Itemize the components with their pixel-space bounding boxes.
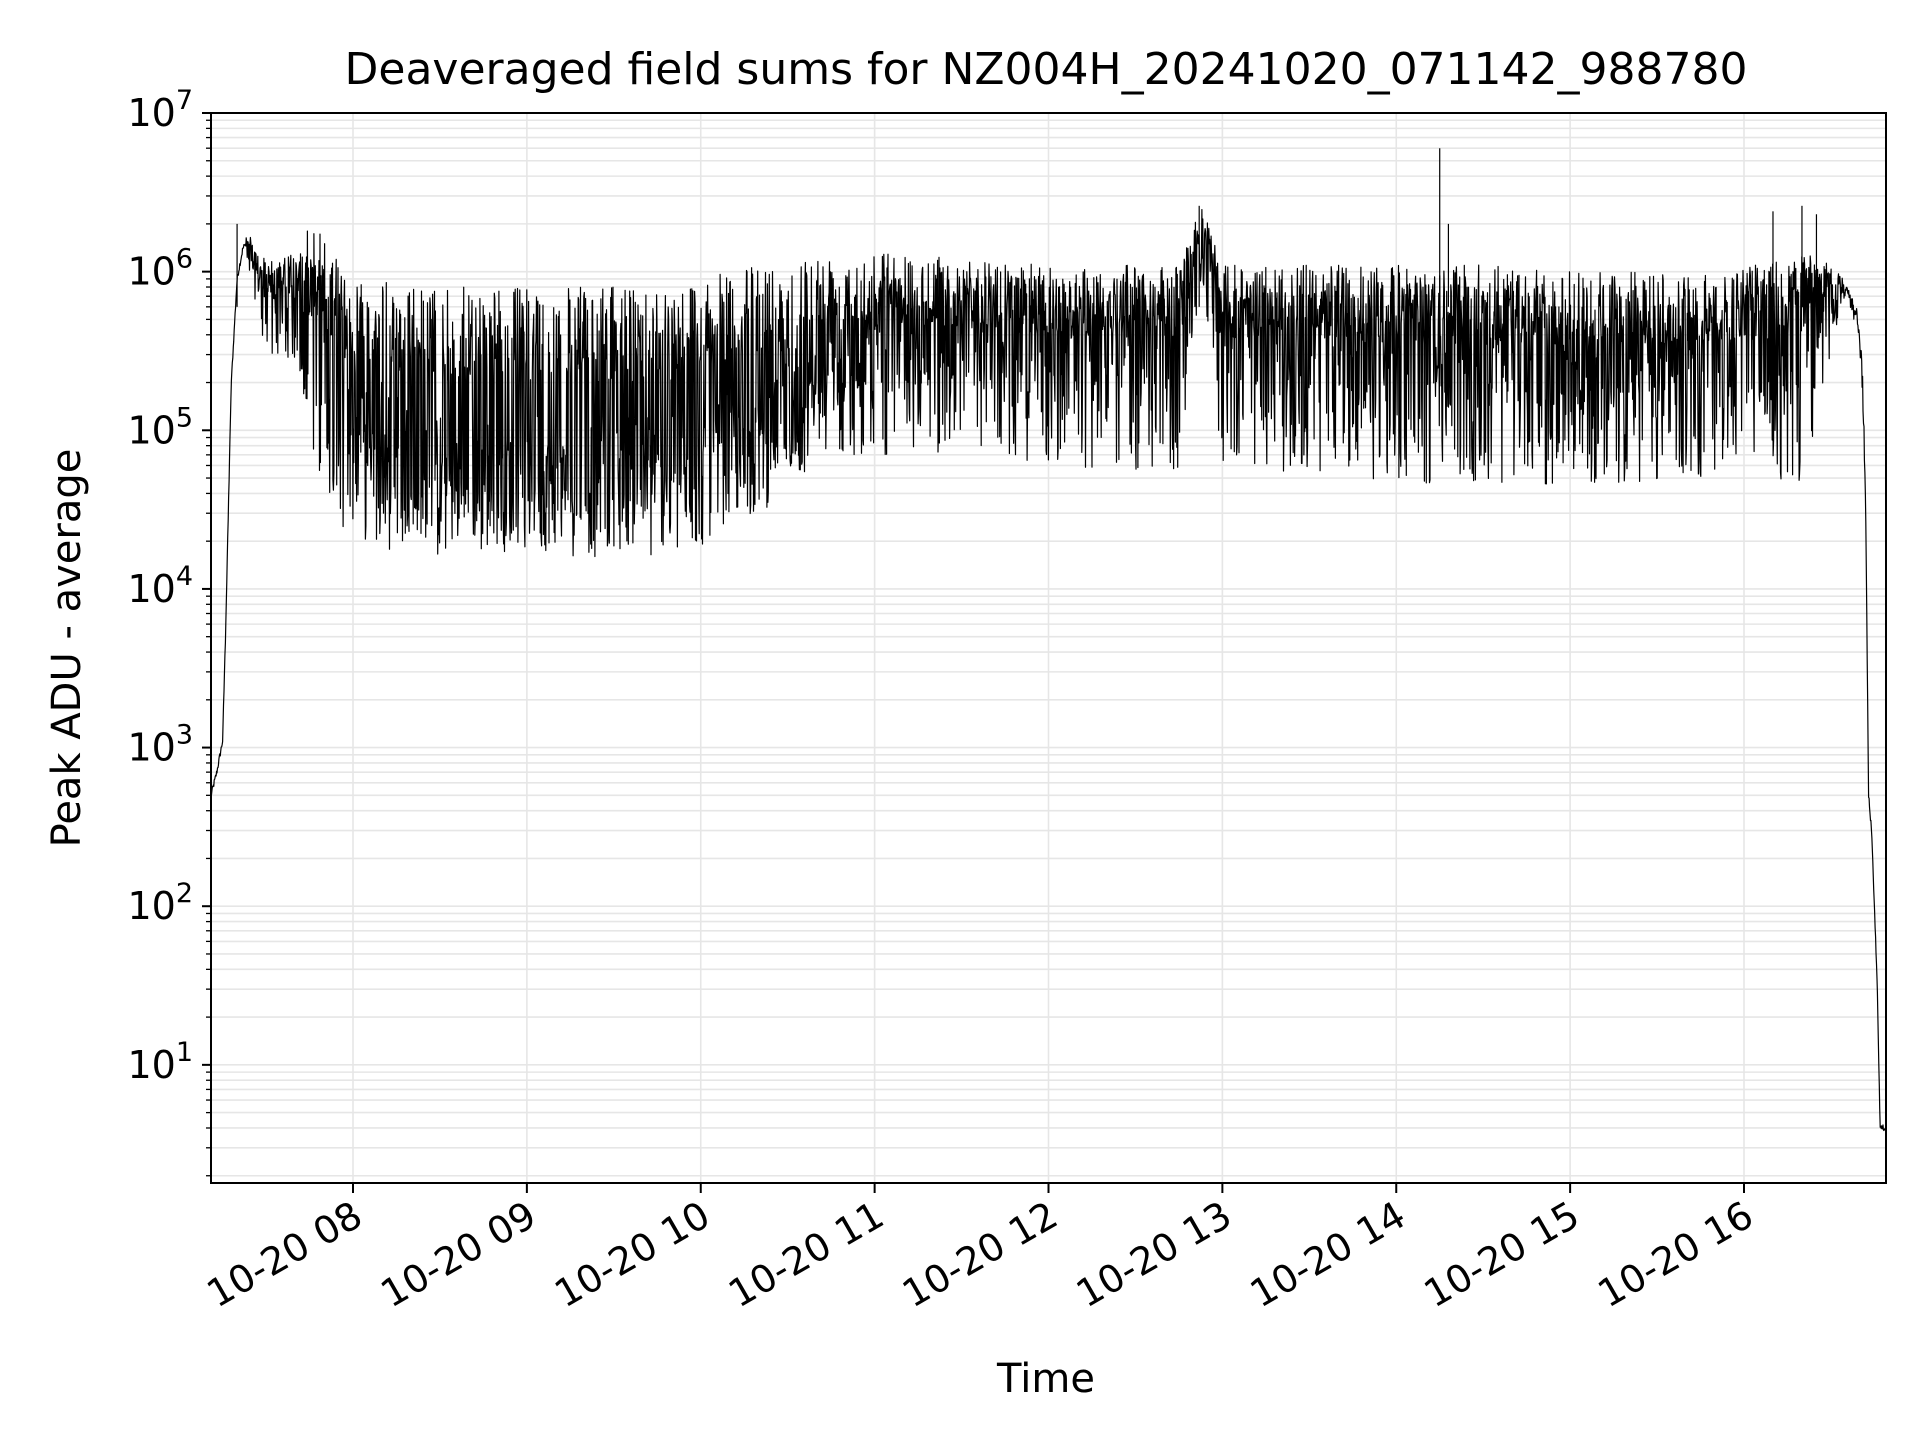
series-layer [210,148,1886,1132]
x-tick-label: 10-20 12 [895,1193,1065,1317]
y-tick-label: 104 [127,561,193,611]
y-tick-label: 102 [127,878,193,928]
chart-title: Deaveraged field sums for NZ004H_2024102… [345,44,1748,95]
x-tick-label: 10-20 15 [1417,1193,1587,1317]
y-tick-label: 101 [127,1037,193,1087]
series-line [210,209,1886,1132]
x-tick-label: 10-20 13 [1069,1193,1239,1317]
y-tick-label: 103 [127,720,193,770]
y-tick-label: 107 [127,85,193,135]
x-tick-label: 10-20 09 [373,1193,543,1317]
y-axis-label: Peak ADU - average [44,449,90,848]
y-tick-label: 105 [127,402,193,452]
y-tick-label: 106 [127,244,193,294]
x-tick-label: 10-20 11 [721,1193,891,1317]
grid [211,112,1886,1183]
x-tick-label: 10-20 16 [1591,1193,1761,1317]
x-tick-label: 10-20 10 [547,1193,717,1317]
y-axis: 101 102 103 104 105 106 107 [127,85,211,1177]
x-tick-label: 10-20 14 [1243,1193,1413,1317]
x-tick-label: 10-20 08 [200,1193,370,1317]
x-axis-label: Time [996,1356,1095,1402]
x-axis: 10-20 08 10-20 09 10-20 10 10-20 11 10-20 12… [200,1183,1761,1316]
